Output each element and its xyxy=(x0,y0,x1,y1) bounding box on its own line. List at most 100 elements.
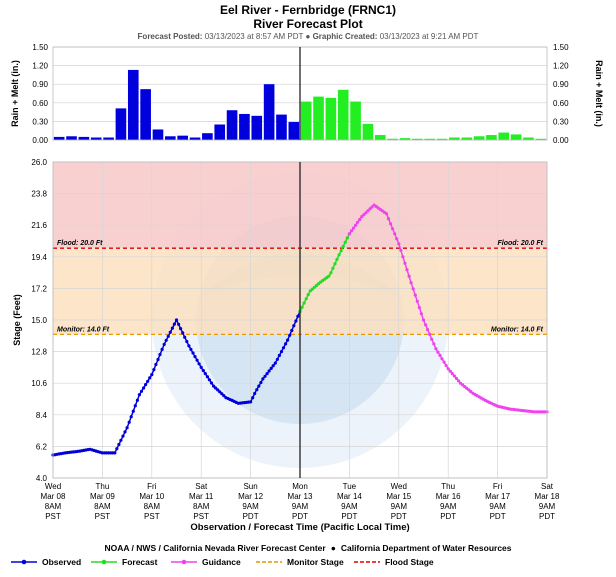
rain-bar-forecast xyxy=(362,123,374,140)
series-point-observed xyxy=(158,352,162,357)
created-value: 03/13/2023 at 9:21 AM PDT xyxy=(379,32,479,41)
series-point-observed xyxy=(193,355,197,359)
stage-xlabel: Observation / Forecast Time (Pacific Loc… xyxy=(190,522,409,533)
series-point-observed xyxy=(131,409,135,413)
stage-ytick-label: 6.2 xyxy=(36,442,48,451)
series-point-observed xyxy=(267,369,271,373)
series-point-observed xyxy=(179,327,183,331)
series-point-observed xyxy=(255,388,259,392)
rain-bar-forecast xyxy=(523,137,534,140)
series-point-observed xyxy=(261,377,265,381)
series-point-observed xyxy=(269,366,273,370)
series-point-forecast xyxy=(343,240,347,244)
xtick-date: Mar 14 xyxy=(337,492,362,501)
series-point-guidance xyxy=(428,332,432,336)
series-point-forecast xyxy=(335,257,339,261)
rain-bar-observed xyxy=(90,137,102,140)
series-point-observed xyxy=(142,386,146,390)
series-point-guidance xyxy=(454,376,458,380)
xtick-day: Wed xyxy=(45,482,61,491)
series-point-guidance xyxy=(391,227,395,231)
stage-ytick-label: 23.8 xyxy=(31,190,47,199)
rain-bar-forecast xyxy=(449,137,460,140)
xtick-day: Sat xyxy=(195,482,208,491)
series-point-observed xyxy=(115,447,119,451)
legend-item-monitor-stage: Monitor Stage xyxy=(255,557,344,567)
rain-ytick-label-right: 0.30 xyxy=(553,117,569,126)
xtick-date: Mar 10 xyxy=(139,492,164,501)
xtick-time: 8AM xyxy=(45,502,62,511)
series-point-guidance xyxy=(444,363,448,368)
series-point-guidance xyxy=(442,360,446,364)
series-point-guidance xyxy=(415,299,419,303)
series-point-observed xyxy=(127,420,131,424)
series-point-guidance xyxy=(351,226,356,230)
series-point-guidance xyxy=(448,369,452,373)
rain-bar-observed xyxy=(103,137,114,140)
xtick-time: 8AM xyxy=(144,502,161,511)
threshold-label-right-monitor: Monitor: 14.0 Ft xyxy=(491,326,544,333)
series-point-guidance xyxy=(364,211,368,215)
rain-bar-observed xyxy=(53,136,65,140)
series-point-observed xyxy=(164,338,168,342)
series-point-observed xyxy=(172,322,176,326)
rain-bar-observed xyxy=(239,113,250,140)
rain-bar-observed xyxy=(276,114,287,140)
xtick-day: Mon xyxy=(292,482,308,491)
rain-bar-observed xyxy=(251,115,263,140)
series-point-observed xyxy=(259,380,263,385)
rain-bar-observed xyxy=(152,129,164,140)
river-forecast-chart: 0.00 0.00 0.30 0.30 0.60 0.60 0.90 0.90 1.20 1.20… xyxy=(10,43,604,533)
xtick-time: 9AM xyxy=(440,502,457,511)
series-point-forecast xyxy=(345,236,349,240)
series-point-observed xyxy=(160,347,164,351)
series-point-observed xyxy=(152,368,156,372)
rain-bar-forecast xyxy=(473,136,485,140)
series-point-guidance xyxy=(397,242,401,246)
series-point-observed xyxy=(294,319,298,323)
xtick-day: Sun xyxy=(243,482,257,491)
series-point-guidance xyxy=(436,350,440,354)
legend-item-forecast: Forecast xyxy=(90,557,157,567)
rain-bar-observed xyxy=(140,89,151,140)
rain-bar-observed xyxy=(115,108,127,140)
series-point-forecast xyxy=(300,305,304,309)
series-point-observed xyxy=(281,346,286,350)
series-point-forecast xyxy=(331,266,335,270)
series-point-forecast xyxy=(306,293,310,297)
series-point-forecast xyxy=(327,274,331,278)
series-point-observed xyxy=(139,389,144,393)
footer-partner: California Department of Water Resources xyxy=(340,543,512,553)
rain-bar-observed xyxy=(189,137,201,140)
threshold-label-left-flood: Flood: 20.0 Ft xyxy=(57,240,103,247)
series-point-observed xyxy=(144,383,148,387)
series-point-guidance xyxy=(409,281,413,285)
rain-bar-forecast xyxy=(313,96,324,140)
series-point-forecast xyxy=(333,262,337,266)
series-point-observed xyxy=(271,364,275,368)
rain-bar-observed xyxy=(78,136,90,140)
stage-ylabel: Stage (Feet) xyxy=(12,294,22,346)
stage-ytick-label: 21.6 xyxy=(31,221,47,230)
series-point-guidance xyxy=(347,232,351,236)
series-point-guidance xyxy=(349,229,354,233)
series-point-observed xyxy=(162,342,166,346)
stage-ytick-label: 8.4 xyxy=(36,411,48,420)
series-point-guidance xyxy=(430,337,434,341)
legend-item-guidance: Guidance xyxy=(170,557,241,567)
series-point-guidance xyxy=(456,379,461,383)
xtick-day: Sat xyxy=(541,482,554,491)
series-point-forecast xyxy=(339,249,343,253)
rain-bar-observed xyxy=(226,110,238,140)
rain-ytick-label-left: 0.90 xyxy=(32,80,48,89)
series-point-observed xyxy=(146,379,150,383)
stage-ytick-label: 10.6 xyxy=(31,379,47,388)
series-point-observed xyxy=(199,365,203,369)
series-point-observed xyxy=(288,333,292,337)
series-point-observed xyxy=(113,451,117,455)
threshold-label-left-monitor: Monitor: 14.0 Ft xyxy=(57,326,110,333)
series-point-guidance xyxy=(426,328,430,332)
legend-label-monitor-stage: Monitor Stage xyxy=(287,557,344,567)
rain-ytick-label-left: 1.20 xyxy=(32,62,48,71)
rain-bar-forecast xyxy=(535,138,547,140)
